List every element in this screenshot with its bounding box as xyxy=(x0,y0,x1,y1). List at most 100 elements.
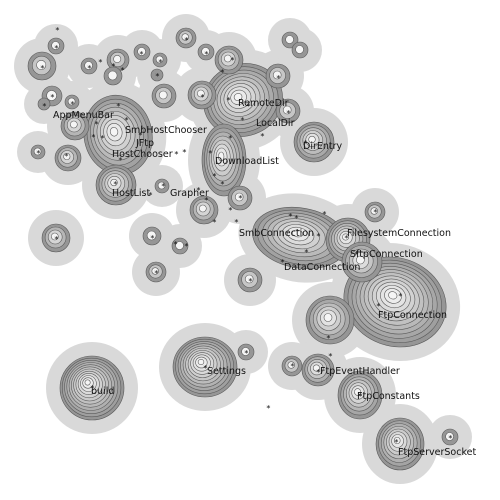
node-marker: * xyxy=(36,149,41,158)
contour-line xyxy=(70,120,78,129)
node-marker: * xyxy=(230,56,235,65)
node-marker: * xyxy=(124,116,129,125)
contour-line xyxy=(46,90,57,101)
contour-line xyxy=(282,105,292,115)
contour-line xyxy=(312,364,320,372)
contour-hill xyxy=(301,353,335,387)
contour-hill xyxy=(150,68,164,82)
contour-line xyxy=(151,267,159,275)
node-marker: * xyxy=(220,68,225,77)
node-marker: * xyxy=(54,44,59,53)
contour-hill xyxy=(27,51,57,81)
contour-hill xyxy=(214,45,244,75)
node-label-settings: Settings xyxy=(207,366,246,377)
node-label-hostchooser: HostChooser xyxy=(112,149,173,160)
contour-line xyxy=(33,147,42,156)
label-layer: AppMenuBar SmbHostChooser JFtp HostChoos… xyxy=(53,98,476,458)
node-marker: * xyxy=(288,212,293,221)
node-marker: * xyxy=(316,368,321,377)
node-marker: * xyxy=(358,392,363,401)
contour-line xyxy=(51,41,60,50)
contour-hill xyxy=(293,121,335,163)
node-marker: * xyxy=(204,50,209,59)
node-marker: * xyxy=(373,208,378,217)
node-marker: * xyxy=(220,180,225,189)
contour-hill xyxy=(189,195,219,225)
contour-hill xyxy=(305,295,355,345)
contour-line xyxy=(158,90,168,100)
node-label-dataconnection: DataConnection xyxy=(284,262,360,273)
contour-line xyxy=(146,230,157,241)
contour-line xyxy=(308,135,316,144)
contour-line xyxy=(241,347,250,356)
contour-hill xyxy=(341,241,383,283)
contour-hill xyxy=(47,37,65,55)
node-marker: * xyxy=(161,182,166,191)
node-marker: * xyxy=(304,248,309,257)
node-marker: * xyxy=(212,172,217,181)
contour-line xyxy=(224,54,232,63)
contour-hill xyxy=(142,226,162,246)
contour-line xyxy=(285,35,294,44)
node-marker: * xyxy=(286,109,291,118)
node-marker: * xyxy=(154,269,159,278)
node-marker: * xyxy=(54,235,59,244)
node-label-sftpconnection: SftpConnection xyxy=(350,249,423,260)
contour-line xyxy=(37,97,51,111)
contour-line xyxy=(107,70,118,81)
contour-hill xyxy=(337,370,383,420)
contour-hill xyxy=(237,267,263,293)
node-label-remotedir: RemoteDir xyxy=(238,98,289,109)
node-marker: * xyxy=(276,74,281,83)
node-marker: * xyxy=(120,66,125,75)
contour-hill xyxy=(59,355,125,421)
contour-hill xyxy=(106,48,130,72)
contour-hill xyxy=(145,261,167,283)
contour-line xyxy=(388,291,398,300)
contour-hill xyxy=(152,52,168,68)
contour-hill xyxy=(54,144,82,172)
node-marker: * xyxy=(91,133,96,142)
contour-line xyxy=(197,358,205,366)
contour-line xyxy=(370,207,378,215)
contour-hill xyxy=(80,57,98,75)
contour-line xyxy=(67,97,76,106)
contour-line xyxy=(295,45,304,54)
contour-line xyxy=(445,432,454,441)
node-marker: * xyxy=(228,134,233,143)
contour-line xyxy=(109,127,119,137)
node-marker: * xyxy=(70,100,75,109)
contour-line xyxy=(393,436,401,445)
node-marker: * xyxy=(87,64,92,73)
node-marker: * xyxy=(260,132,265,141)
node-label-ftpconnection: FtpConnection xyxy=(378,310,447,321)
node-marker: * xyxy=(328,352,333,361)
node-marker: * xyxy=(182,148,187,157)
node-marker: * xyxy=(226,96,231,105)
node-marker: * xyxy=(64,152,69,161)
contour-line xyxy=(199,204,207,213)
node-marker: * xyxy=(94,120,99,129)
contour-hill xyxy=(83,94,153,176)
node-marker: * xyxy=(111,62,116,71)
contour-hill xyxy=(175,27,197,49)
contour-hill xyxy=(103,66,123,86)
contour-line xyxy=(197,89,205,98)
contour-hill xyxy=(197,43,215,61)
node-marker: * xyxy=(322,210,327,219)
node-label-jftp: JFtp xyxy=(135,138,154,149)
contour-line xyxy=(233,93,243,101)
node-label-direntry: DirEntry xyxy=(303,141,343,152)
contour-line xyxy=(218,151,225,162)
contour-hill xyxy=(151,83,177,109)
node-marker: * xyxy=(344,234,349,243)
node-marker: * xyxy=(394,438,399,447)
contour-hill xyxy=(265,63,291,89)
node-marker: * xyxy=(116,102,121,111)
contour-line xyxy=(201,47,210,56)
node-marker: * xyxy=(158,58,163,67)
node-marker: * xyxy=(326,334,331,343)
contour-line xyxy=(63,152,71,161)
node-label-grapher: Grapher xyxy=(170,188,209,199)
node-marker: * xyxy=(138,131,143,140)
